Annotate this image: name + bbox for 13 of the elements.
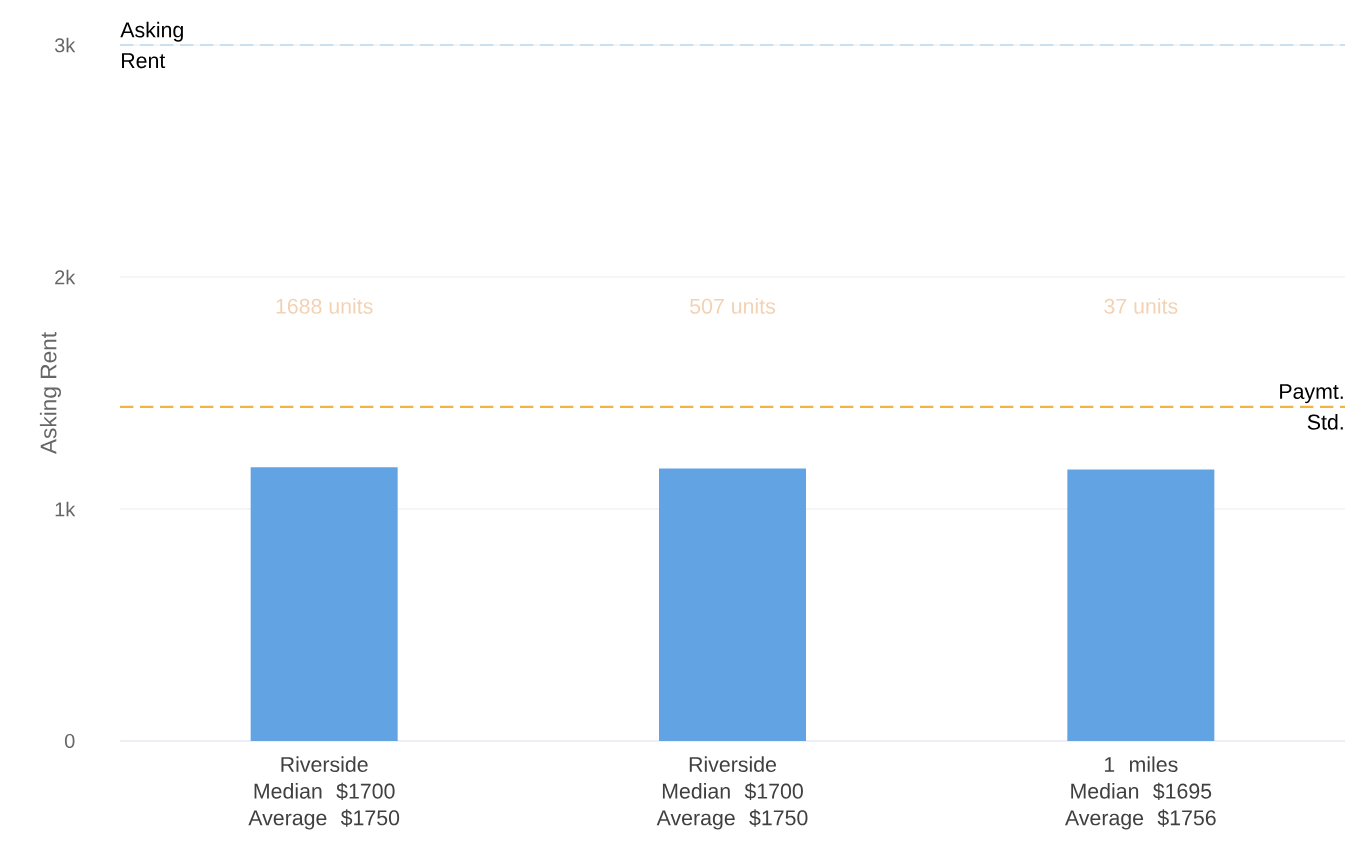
x-tick-label: Riverside Median $1700 Average $1750 — [248, 756, 400, 830]
x-tick-label: Riverside Median $1700 Average $1750 — [656, 756, 808, 830]
ref-line-label: Asking Rent — [120, 21, 183, 69]
y-tick-label: 2k — [55, 269, 76, 285]
y-tick-label: 3k — [54, 37, 76, 53]
annotation: 507 units — [690, 298, 775, 314]
y-tick-label: 1k — [55, 501, 76, 517]
annotation: 37 units — [1104, 298, 1178, 314]
y-axis-title: Asking Rent — [39, 332, 62, 455]
x-tick-label: 1 miles Median $1695 Average $1756 — [1065, 756, 1216, 830]
annotation: 1688 units — [276, 298, 373, 314]
ref-line-label: Paymt. Std. — [1280, 384, 1343, 430]
y-tick-label: 0 — [64, 733, 75, 749]
